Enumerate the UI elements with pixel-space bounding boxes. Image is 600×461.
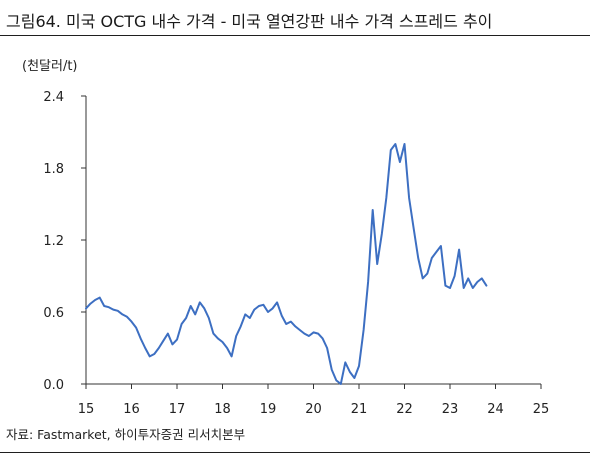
x-tick-label: 24 <box>487 402 504 417</box>
y-tick-label: 1.8 <box>43 162 64 177</box>
y-axis-unit-label: (천달러/t) <box>22 59 78 74</box>
x-tick-label: 16 <box>123 402 140 417</box>
x-tick-label: 22 <box>396 402 413 417</box>
series-line-0 <box>85 143 488 385</box>
chart-axes <box>85 96 541 385</box>
x-tick-label: 25 <box>533 402 550 417</box>
x-tick-label: 17 <box>169 402 186 417</box>
x-tick-label: 20 <box>305 402 322 417</box>
x-axis-ticks: 15 16 17 18 19 20 21 22 23 24 25 <box>78 384 550 417</box>
chart-series <box>85 143 488 385</box>
bottom-divider <box>0 452 590 453</box>
x-tick-label: 15 <box>78 402 95 417</box>
y-tick-label: 2.4 <box>43 90 64 105</box>
y-tick-label: 0.6 <box>43 306 64 321</box>
y-axis-ticks: 0.0 0.6 1.2 1.8 2.4 <box>43 90 86 393</box>
x-tick-label: 21 <box>351 402 368 417</box>
title-divider <box>0 35 590 36</box>
x-tick-label: 18 <box>214 402 231 417</box>
x-tick-label: 23 <box>442 402 459 417</box>
y-tick-label: 0.0 <box>43 378 64 393</box>
chart-title: 그림64. 미국 OCTG 내수 가격 - 미국 열연강판 내수 가격 스프레드… <box>6 12 493 31</box>
y-tick-label: 1.2 <box>43 234 64 249</box>
source-note: 자료: Fastmarket, 하이투자증권 리서치본부 <box>6 427 246 442</box>
x-tick-label: 19 <box>260 402 277 417</box>
